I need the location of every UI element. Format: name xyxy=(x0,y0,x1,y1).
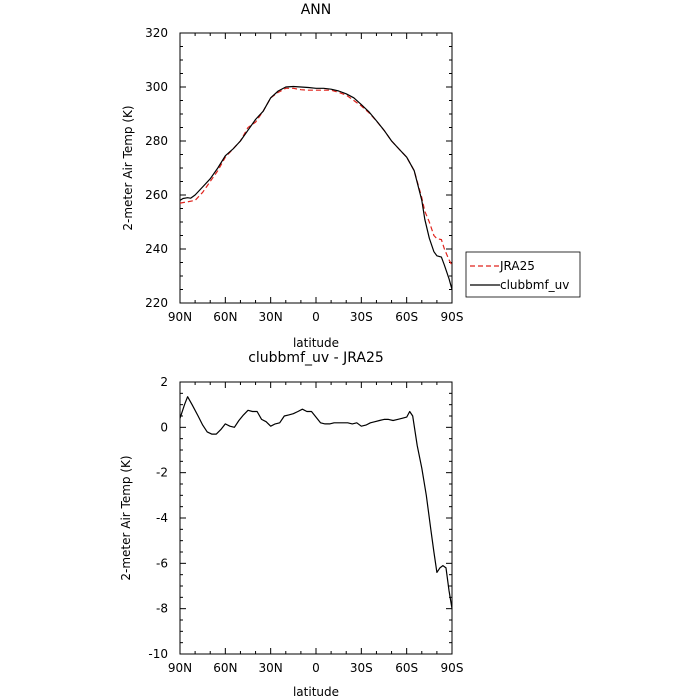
x-tick-label: 90S xyxy=(441,310,464,324)
y-tick-label: 220 xyxy=(145,296,168,310)
panel-difference: clubbmf_uv - JRA25 90N 60N 30N 0 30S 60S 90S -… xyxy=(119,350,463,699)
x-tick-label: 60N xyxy=(213,310,237,324)
x-tick-label: 30N xyxy=(259,310,283,324)
x-tick-label: 60N xyxy=(213,661,237,675)
y-tick-label: 320 xyxy=(145,26,168,40)
x-tick-label: 30N xyxy=(259,661,283,675)
series-line-jra25 xyxy=(179,87,453,266)
x-tick-label: 90N xyxy=(168,310,192,324)
y-tick-label: -10 xyxy=(148,647,168,661)
x-tick-label: 90N xyxy=(168,661,192,675)
plot-frame xyxy=(179,32,453,304)
y-tick-label: 260 xyxy=(145,188,168,202)
series-line xyxy=(179,396,453,609)
y-tick-label: -8 xyxy=(156,602,168,616)
x-axis: 90N 60N 30N 0 30S 60S 90S xyxy=(168,33,464,324)
x-axis-label: latitude xyxy=(293,685,339,699)
legend-label-jra25: JRA25 xyxy=(499,259,535,273)
legend-box xyxy=(465,251,581,298)
legend: JRA25 clubbmf_uv xyxy=(465,251,581,298)
y-tick-label: -2 xyxy=(156,466,168,480)
y-tick-label: 2 xyxy=(160,375,168,389)
y-axis: -10 -8 -6 -4 -2 0 2 xyxy=(148,375,452,661)
y-tick-label: -4 xyxy=(156,511,168,525)
y-tick-label: 280 xyxy=(145,134,168,148)
chart-title: clubbmf_uv - JRA25 xyxy=(248,350,384,366)
x-axis-label: latitude xyxy=(293,336,339,350)
plot-frame xyxy=(179,381,453,655)
legend-label-clubbmf-uv: clubbmf_uv xyxy=(500,278,569,292)
y-tick-label: -6 xyxy=(156,556,168,570)
x-tick-label: 60S xyxy=(395,310,418,324)
x-tick-label: 0 xyxy=(312,661,320,675)
y-tick-label: 300 xyxy=(145,80,168,94)
y-tick-label: 0 xyxy=(160,420,168,434)
y-axis-label: 2-meter Air Temp (K) xyxy=(121,105,135,230)
y-tick-label: 240 xyxy=(145,242,168,256)
x-tick-label: 60S xyxy=(395,661,418,675)
panel-annual-temperature: ANN 90N 60N 30N 0 30S 60S 90S 220 240 260 280 300 3… xyxy=(121,2,463,350)
x-axis: 90N 60N 30N 0 30S 60S 90S xyxy=(168,382,464,675)
x-tick-label: 90S xyxy=(441,661,464,675)
x-tick-label: 30S xyxy=(350,310,373,324)
y-axis: 220 240 260 280 300 320 xyxy=(145,26,452,310)
y-axis-label: 2-meter Air Temp (K) xyxy=(119,455,133,580)
series-line-clubbmf-uv xyxy=(179,85,453,290)
x-tick-label: 0 xyxy=(312,310,320,324)
chart-title: ANN xyxy=(301,2,332,18)
series-lines xyxy=(179,396,453,609)
x-tick-label: 30S xyxy=(350,661,373,675)
series-lines xyxy=(179,85,453,290)
